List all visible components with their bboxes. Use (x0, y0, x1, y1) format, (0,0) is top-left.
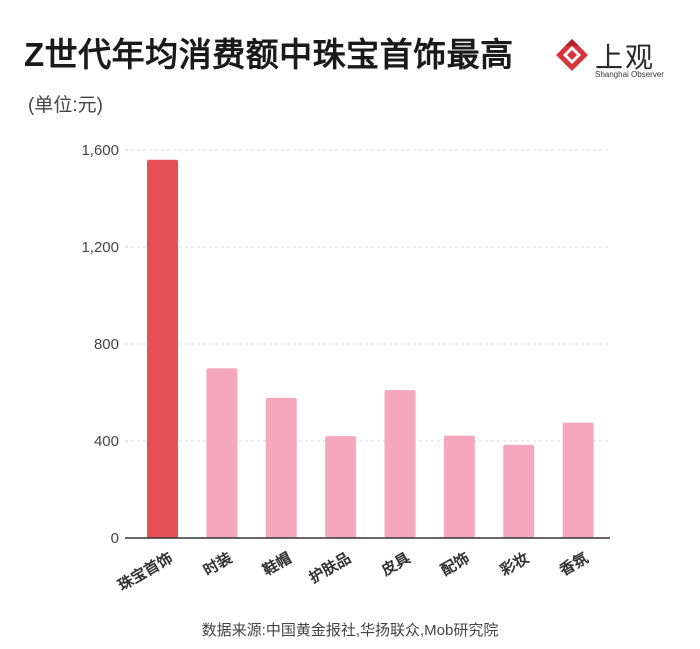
bar (206, 368, 238, 538)
y-tick-label: 1,200 (81, 239, 119, 256)
bar (443, 435, 475, 538)
x-tick-label: 香氛 (556, 549, 591, 580)
bar (325, 436, 357, 538)
chart-title: Z世代年均消费额中珠宝首饰最高 (24, 36, 514, 73)
bar (265, 397, 297, 538)
x-tick-label: 配饰 (438, 549, 473, 580)
y-tick-label: 0 (111, 530, 119, 547)
x-tick-label: 鞋帽 (259, 549, 294, 580)
bar (562, 422, 594, 538)
brand-logo: 上观 Shanghai Observer (555, 38, 685, 84)
data-source: 数据来源:中国黄金报社,华扬联众,Mob研究院 (201, 622, 499, 639)
x-tick-label: 彩妆 (496, 549, 532, 580)
bar (147, 159, 178, 538)
x-tick-label: 时装 (200, 548, 236, 579)
bar (503, 444, 535, 538)
x-tick-label: 皮具 (378, 549, 413, 580)
y-tick-label: 1,600 (81, 142, 119, 159)
x-tick-label: 珠宝首饰 (115, 549, 176, 595)
logo-name-en: Shanghai Observer (595, 70, 664, 79)
x-tick-label: 护肤品 (306, 549, 354, 587)
shanghai-observer-logo-icon (556, 39, 588, 71)
bar-chart: 0 400 800 1,200 1,600 珠宝首饰 时装 鞋帽 护肤品 皮具 配饰 彩妆 香氛 (81, 142, 610, 595)
y-tick-label: 800 (94, 336, 119, 353)
bar (384, 390, 416, 538)
unit-subtitle: (单位:元) (28, 95, 103, 116)
logo-name-cn: 上观 (595, 42, 656, 73)
y-tick-label: 400 (94, 433, 119, 450)
